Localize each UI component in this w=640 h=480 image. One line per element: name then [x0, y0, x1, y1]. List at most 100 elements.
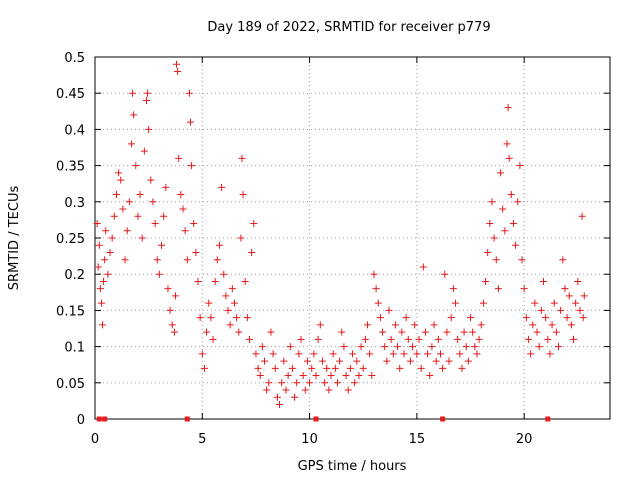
data-point: [252, 350, 260, 358]
data-point: [477, 321, 485, 329]
data-point: [479, 299, 487, 307]
y-tick-label: 0.05: [56, 377, 85, 392]
data-point: [129, 89, 137, 97]
data-point: [314, 335, 322, 343]
data-point: [486, 220, 494, 228]
data-point: [396, 364, 404, 372]
data-point: [430, 321, 438, 329]
data-point: [518, 256, 526, 264]
data-point: [108, 234, 116, 242]
data-point: [527, 350, 535, 358]
data-point: [499, 205, 507, 213]
data-point: [471, 343, 479, 351]
data-point: [490, 234, 498, 242]
data-point: [552, 328, 560, 336]
data-point: [238, 154, 246, 162]
data-point: [533, 328, 541, 336]
data-point: [265, 379, 273, 387]
data-point: [539, 277, 547, 285]
data-point: [542, 314, 550, 322]
data-point: [286, 343, 294, 351]
data-point: [138, 234, 146, 242]
data-point: [127, 140, 135, 148]
data-point: [424, 350, 432, 358]
data-point: [179, 205, 187, 213]
data-point: [509, 220, 517, 228]
data-point: [321, 379, 329, 387]
y-tick-label: 0.3: [64, 196, 85, 211]
data-point: [379, 328, 387, 336]
data-point: [243, 314, 251, 322]
data-point: [346, 364, 354, 372]
data-point: [351, 379, 359, 387]
data-point: [215, 241, 223, 249]
data-point: [432, 357, 440, 365]
data-point: [512, 241, 520, 249]
data-point: [376, 314, 384, 322]
data-point: [263, 386, 271, 394]
data-point: [235, 328, 243, 336]
data-point: [297, 335, 305, 343]
data-point: [140, 147, 148, 155]
data-point: [452, 299, 459, 307]
data-point: [364, 321, 372, 329]
data-point: [211, 277, 219, 285]
data-point: [170, 328, 178, 336]
data-point: [469, 328, 477, 336]
data-point: [96, 285, 104, 293]
data-point: [458, 364, 466, 372]
data-point: [203, 328, 211, 336]
data-point: [381, 343, 389, 351]
y-tick-label: 0.15: [56, 304, 85, 319]
data-point: [94, 263, 102, 271]
baseline-point: [545, 416, 551, 422]
data-point: [256, 372, 264, 380]
data-point: [338, 328, 346, 336]
data-point: [155, 270, 163, 278]
data-point: [164, 285, 172, 293]
data-point: [503, 140, 511, 148]
data-point: [439, 364, 447, 372]
data-point: [473, 350, 481, 358]
data-point: [475, 335, 483, 343]
data-point: [246, 335, 253, 343]
data-point: [516, 162, 524, 170]
data-point: [261, 357, 269, 365]
x-tick-labels: 0 5 10 15 20: [91, 432, 533, 447]
data-point: [258, 343, 266, 351]
data-point: [383, 357, 391, 365]
data-point: [177, 191, 185, 199]
data-point: [544, 335, 552, 343]
data-point: [580, 292, 588, 300]
data-point: [447, 314, 455, 322]
data-point: [340, 343, 348, 351]
data-point: [537, 306, 545, 314]
data-point: [316, 321, 324, 329]
data-point: [349, 350, 356, 358]
data-point: [147, 176, 155, 184]
data-point: [359, 364, 367, 372]
data-point: [112, 191, 120, 199]
data-point: [529, 321, 537, 329]
data-point: [188, 162, 196, 170]
data-point: [574, 277, 582, 285]
data-point: [419, 263, 427, 271]
data-point: [144, 89, 152, 97]
x-axis-label: GPS time / hours: [298, 459, 407, 474]
data-point: [579, 314, 587, 322]
data-point: [130, 111, 138, 119]
data-point: [239, 191, 247, 199]
data-point: [374, 299, 382, 307]
data-point: [445, 357, 453, 365]
data-point: [389, 350, 397, 358]
baseline-points: [96, 416, 551, 422]
data-point: [269, 350, 277, 358]
data-point: [303, 357, 311, 365]
data-point: [209, 335, 217, 343]
y-axis-label: SRMTID / TECUs: [7, 186, 22, 291]
data-point: [123, 227, 131, 235]
data-point: [282, 386, 290, 394]
y-tick-label: 0.5: [64, 51, 85, 66]
data-point: [413, 350, 421, 358]
